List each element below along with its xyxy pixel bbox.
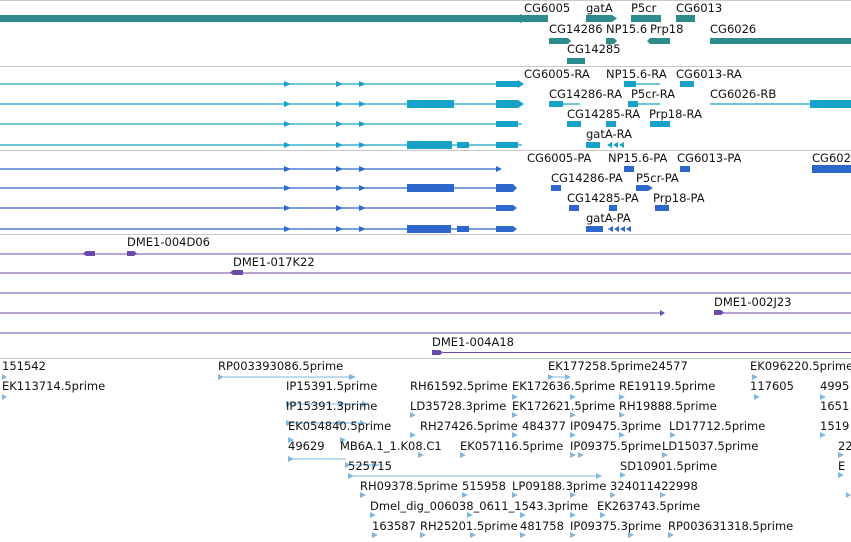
transcript-label[interactable]: Prp18-RA <box>649 107 702 121</box>
est-label[interactable]: E <box>838 459 846 473</box>
gene-label[interactable]: NP15.6 <box>606 22 648 36</box>
est-label[interactable]: LD15037.5prime <box>662 439 759 453</box>
gene-label[interactable]: CG6013 <box>676 1 723 15</box>
est-label[interactable]: 117605 <box>750 379 794 393</box>
est-label[interactable]: RH09378.5prime <box>360 479 458 493</box>
gene-bar-arrow <box>586 15 617 22</box>
est-label[interactable]: Dmel_dig_006038_0611_1543.3prime <box>370 499 589 513</box>
est-label[interactable]: EK172636.5prime <box>512 379 616 393</box>
est-label[interactable]: IP09375.5prime <box>570 439 662 453</box>
gene-bar <box>710 38 851 44</box>
est-label[interactable]: SD10901.5prime <box>620 459 718 473</box>
est-label[interactable]: RP003631318.5prime <box>668 519 794 533</box>
est-label[interactable]: LD35728.3prime <box>410 399 507 413</box>
est-label[interactable]: IP15391.3prime <box>286 399 378 413</box>
transcript-label[interactable]: CG6013-RA <box>676 67 742 81</box>
est-label[interactable]: EK054840.5prime <box>288 419 392 433</box>
gene-bar <box>0 15 520 22</box>
protein-label[interactable]: CG14285-PA <box>567 191 639 205</box>
est-label[interactable]: 525715 <box>348 459 392 473</box>
gene-bar <box>567 58 585 64</box>
est-label[interactable]: 163587 <box>372 519 416 533</box>
est-label[interactable]: 1519 <box>820 419 850 433</box>
gene-label[interactable]: P5cr <box>631 1 657 15</box>
protein-label[interactable]: CG602 <box>812 151 851 165</box>
est-label[interactable]: EK057116.5prime <box>460 439 564 453</box>
gene-label[interactable]: gatA <box>586 1 613 15</box>
est-label[interactable]: EK263743.5prime <box>597 499 701 513</box>
genes-track[interactable] <box>0 14 851 64</box>
est-label[interactable]: RP003393086.5prime <box>218 359 344 373</box>
track-separator <box>0 234 851 235</box>
est-label[interactable]: 1651 <box>820 399 850 413</box>
est-label[interactable]: EK177258.5prime24577 <box>548 359 688 373</box>
est-label[interactable]: LD17712.5prime <box>669 419 766 433</box>
clone-label[interactable]: DME1-017K22 <box>233 255 315 269</box>
gene-bar-arrow <box>606 38 617 44</box>
track-separator <box>0 358 851 359</box>
transcript-label[interactable]: CG14286-RA <box>549 87 623 101</box>
est-label[interactable]: EK096220.5prime <box>750 359 851 373</box>
protein-label[interactable]: gatA-PA <box>586 211 631 225</box>
protein-label[interactable]: P5cr-PA <box>636 171 679 185</box>
gene-bar-arrow <box>549 38 571 44</box>
protein-label[interactable]: NP15.6-PA <box>608 151 668 165</box>
est-label[interactable]: MB6A.1_1.K08.C1 <box>340 439 442 453</box>
gene-label[interactable]: CG14285 <box>567 42 621 56</box>
protein-label[interactable]: CG14286-PA <box>551 171 623 185</box>
est-label[interactable]: LP09188.3prime <box>512 479 607 493</box>
est-label[interactable]: 22 <box>838 439 851 453</box>
est-label[interactable]: 151542 <box>2 359 46 373</box>
clones-track[interactable] <box>0 251 851 355</box>
est-label[interactable]: 324011422998 <box>610 479 698 493</box>
est-label[interactable]: 481758 <box>520 519 564 533</box>
clone-label[interactable]: DME1-004D06 <box>127 235 210 249</box>
clone-label[interactable]: DME1-002J23 <box>714 295 792 309</box>
est-label[interactable]: RH19888.5prime <box>619 399 717 413</box>
gene-label[interactable]: CG14286 <box>549 22 603 36</box>
transcript-label[interactable]: CG14285-RA <box>567 107 641 121</box>
track-separator <box>0 150 851 151</box>
gene-label[interactable]: CG6005 <box>524 1 571 15</box>
transcript-label[interactable]: CG6005-RA <box>524 67 590 81</box>
est-label[interactable]: 484377 <box>522 419 566 433</box>
est-label[interactable]: IP09375.3prime <box>570 519 662 533</box>
ests-track[interactable] <box>2 374 851 538</box>
clone-label[interactable]: DME1-004A18 <box>432 335 514 349</box>
est-label[interactable]: EK172621.5prime <box>512 399 616 413</box>
transcript-label[interactable]: P5cr-RA <box>631 87 676 101</box>
transcripts-track[interactable] <box>0 80 851 149</box>
gene-bar <box>524 15 548 22</box>
est-label[interactable]: RE19119.5prime <box>619 379 716 393</box>
proteins-track[interactable] <box>0 165 851 233</box>
transcript-label[interactable]: NP15.6-RA <box>606 67 667 81</box>
est-label[interactable]: RH25201.5prime <box>420 519 518 533</box>
est-label[interactable]: IP15391.5prime <box>286 379 378 393</box>
est-label[interactable]: RH27426.5prime <box>420 419 518 433</box>
track-separator <box>0 66 851 67</box>
gene-label[interactable]: CG6026 <box>710 22 757 36</box>
protein-label[interactable]: CG6013-PA <box>677 151 742 165</box>
track-separator <box>0 0 851 1</box>
transcript-label[interactable]: gatA-RA <box>586 127 633 141</box>
est-label[interactable]: 49629 <box>288 439 325 453</box>
est-label[interactable]: 4995 <box>820 379 850 393</box>
transcript-label[interactable]: CG6026-RB <box>710 87 777 101</box>
gene-bar <box>676 15 695 22</box>
est-label[interactable]: EK113714.5prime <box>2 379 106 393</box>
est-label[interactable]: 515958 <box>462 479 506 493</box>
gene-bar <box>631 15 661 22</box>
protein-label[interactable]: Prp18-PA <box>653 191 705 205</box>
gene-bar-arrow <box>647 38 670 44</box>
protein-label[interactable]: CG6005-PA <box>527 151 592 165</box>
est-label[interactable]: IP09475.3prime <box>570 419 662 433</box>
gene-label[interactable]: Prp18 <box>650 22 684 36</box>
est-label[interactable]: RH61592.5prime <box>410 379 508 393</box>
